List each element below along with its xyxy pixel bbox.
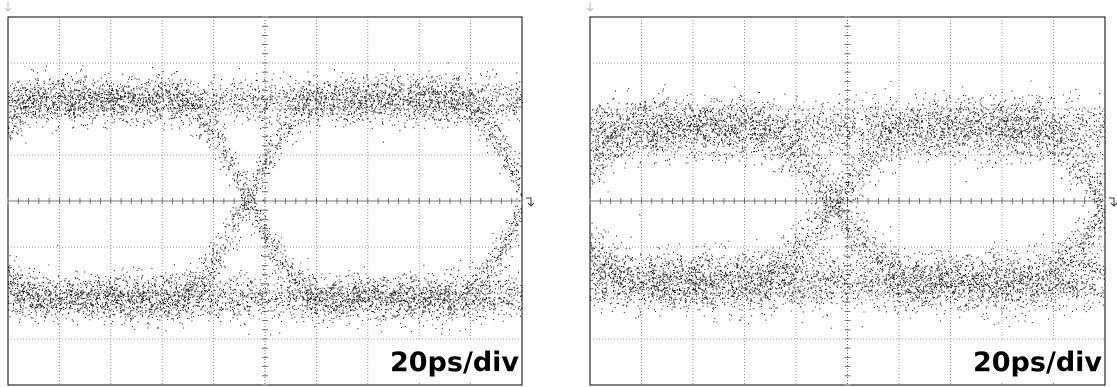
eye-panel: 20ps/div: [5, 2, 534, 385]
eye-diagram-figure: 20ps/div 20ps/div: [0, 0, 1117, 387]
ground-marker: [5, 2, 11, 11]
timebase-label: 20ps/div: [390, 347, 519, 378]
trigger-marker: [526, 198, 534, 206]
ground-marker: [587, 2, 593, 11]
trigger-marker: [1109, 198, 1117, 206]
eye-panel: 20ps/div: [587, 2, 1117, 385]
timebase-label: 20ps/div: [973, 347, 1102, 378]
